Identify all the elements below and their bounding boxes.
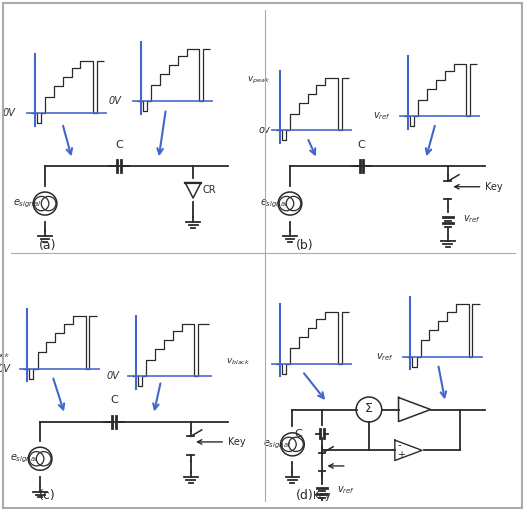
Text: ov: ov — [258, 125, 270, 135]
Text: -: - — [397, 440, 401, 450]
Text: $v_{ref}$: $v_{ref}$ — [337, 484, 355, 496]
Text: $v_{peak}$: $v_{peak}$ — [247, 75, 270, 86]
Text: $e_{signal}$: $e_{signal}$ — [260, 197, 288, 210]
Text: (d): (d) — [296, 490, 313, 502]
Text: 0V: 0V — [106, 371, 119, 381]
Text: C: C — [115, 140, 123, 150]
Text: 0V: 0V — [0, 364, 10, 374]
Text: Key: Key — [313, 491, 331, 501]
Text: $v_{ref}$: $v_{ref}$ — [373, 110, 391, 122]
Text: $v_{ref}$: $v_{ref}$ — [463, 213, 481, 225]
Text: (c): (c) — [39, 490, 56, 502]
Text: $e_{signal}$: $e_{signal}$ — [10, 453, 39, 465]
Text: $v_{black}$: $v_{black}$ — [0, 349, 10, 360]
Text: $e_{signal}$: $e_{signal}$ — [13, 197, 41, 210]
Text: (a): (a) — [39, 239, 56, 252]
Text: 0V: 0V — [109, 97, 122, 106]
Text: C: C — [110, 394, 118, 405]
Text: C: C — [295, 429, 302, 438]
Text: C: C — [358, 140, 365, 150]
Text: (b): (b) — [296, 239, 313, 252]
Text: $v_{black}$: $v_{black}$ — [226, 356, 250, 367]
Text: Key: Key — [485, 182, 502, 192]
Text: Key: Key — [228, 437, 245, 447]
Text: CR: CR — [203, 185, 217, 195]
Text: $\Sigma$: $\Sigma$ — [364, 402, 373, 415]
Text: +: + — [397, 451, 405, 460]
Text: 0V: 0V — [3, 108, 15, 119]
Text: $e_{signal}$: $e_{signal}$ — [263, 438, 291, 451]
Text: $v_{ref}$: $v_{ref}$ — [375, 351, 394, 363]
